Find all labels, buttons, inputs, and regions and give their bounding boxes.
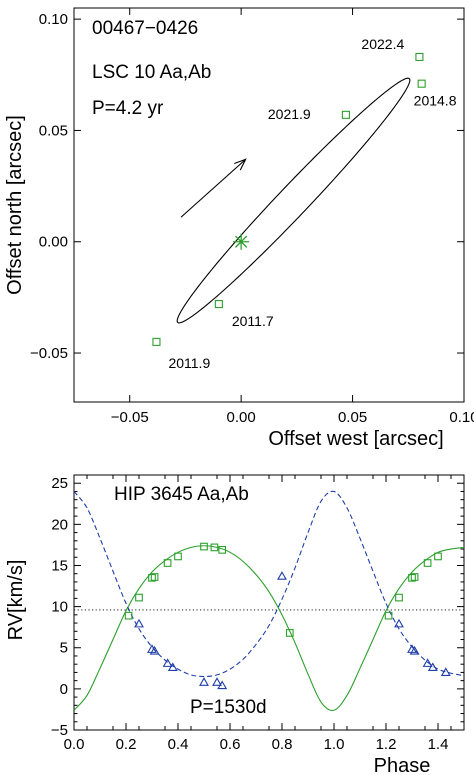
orbit-panel: −0.05 0.00 0.05 0.10 −0.05 0.00 0.05 0.10 2011.… [4,7,474,450]
rv-annotation-period: P=1530d [190,697,267,718]
rv-x-tick-label: 0.4 [168,736,189,753]
orbit-y-tick-label: 0.00 [39,234,68,251]
rv-point-ab [277,571,287,580]
motion-arrow-shaft [180,158,246,218]
rv-point-ab [212,677,222,686]
primary-star [233,233,250,250]
rv-point-aa [408,573,416,582]
rv-point-aa [210,543,219,552]
rv-point-aa [124,611,133,620]
rv-y-tick-label: −5 [51,722,68,739]
rv-point-aa [395,593,403,602]
orbit-plot-frame [73,7,465,403]
orbit-point [214,300,223,309]
rv-x-axis-title: Phase [374,755,431,775]
orbit-annotation-system: LSC 10 Aa,Ab [92,62,211,83]
orbit-point [417,79,426,88]
rv-y-tick-label: 5 [60,640,68,657]
rv-curve-aa [73,545,465,712]
rv-y-tick-label: 20 [51,516,68,533]
rv-x-tick-label: 0.2 [116,736,137,753]
rv-curve-ab [73,490,465,678]
rv-point-ab [199,677,209,686]
rv-point-aa [163,559,172,567]
orbit-point [152,337,161,346]
rv-point-aa [135,593,143,602]
rv-x-tick-label: 0.0 [64,736,85,753]
rv-point-aa [410,573,419,581]
rv-point-ab [422,658,433,667]
orbit-point [415,52,424,62]
motion-arrow-head [234,158,247,171]
rv-point-ab [427,662,438,672]
orbit-x-tick-label: 0.10 [449,409,474,426]
orbit-ellipse [176,77,411,324]
orbit-content: 2011.9 2011.7 2021.9 2022.4 2014.8 [152,36,457,371]
rv-axis-ticks: 0.0 0.2 0.4 0.6 0.8 1.0 1.2 1.4 −5 0 5 10 15 20 25 [51,474,464,753]
orbit-point-label: 2014.8 [414,93,457,109]
rv-point-aa [285,629,294,637]
rv-y-tick-label: 10 [51,599,68,616]
rv-y-tick-label: 15 [51,557,68,574]
orbit-point-label: 2011.9 [168,355,210,371]
orbit-point-label: 2021.9 [268,106,311,122]
rv-x-tick-label: 1.0 [324,736,345,753]
rv-x-tick-label: 0.8 [272,736,293,753]
rv-point-ab [217,680,228,690]
rv-x-tick-label: 0.6 [220,736,241,753]
rv-point-aa [423,559,432,567]
rv-y-axis-title: RV[km/s] [5,560,27,641]
rv-point-ab [149,645,160,655]
orbit-point-label: 2022.4 [361,36,404,52]
rv-point-aa [434,552,442,561]
rv-point-aa [200,542,208,551]
orbit-x-axis-title: Offset west [arcsec] [268,428,443,450]
rv-point-ab [134,618,144,628]
orbit-annotation-id: 00467−0426 [92,18,198,39]
rv-plot-frame [73,474,465,731]
orbit-x-tick-label: 0.05 [338,409,367,426]
rv-point-ab [162,658,173,667]
rv-point-aa [174,552,182,561]
rv-point-ab [394,618,404,628]
orbit-annotation-period: P=4.2 yr [92,98,164,119]
rv-x-tick-label: 1.4 [428,736,449,753]
orbit-point [341,110,350,119]
orbit-point-label: 2011.7 [232,313,274,329]
orbit-x-tick-label: −0.05 [111,409,149,426]
rv-point-aa [218,546,227,554]
orbit-x-tick-label: 0.00 [227,409,256,426]
orbit-y-axis-title: Offset north [arcsec] [4,115,26,295]
rv-point-ab [440,667,451,676]
rv-x-tick-label: 1.2 [376,736,397,753]
rv-panel: 0.0 0.2 0.4 0.6 0.8 1.0 1.2 1.4 −5 0 5 10 15 20 25 HIP… [5,474,465,775]
rv-point-aa [150,573,159,581]
rv-y-tick-label: 0 [60,681,68,698]
rv-point-ab [167,662,178,672]
rv-annotation-name: HIP 3645 Aa,Ab [114,484,249,505]
rv-y-tick-label: 25 [51,475,68,492]
rv-content [73,490,465,712]
orbit-y-tick-label: 0.05 [39,122,68,139]
orbit-y-tick-label: 0.10 [39,11,68,28]
orbit-axis-ticks: −0.05 0.00 0.05 0.10 −0.05 0.00 0.05 0.10 [30,8,474,426]
rv-point-aa [384,611,393,620]
rv-point-ab [409,645,420,655]
orbit-y-tick-label: −0.05 [30,345,68,362]
rv-point-aa [148,573,156,582]
